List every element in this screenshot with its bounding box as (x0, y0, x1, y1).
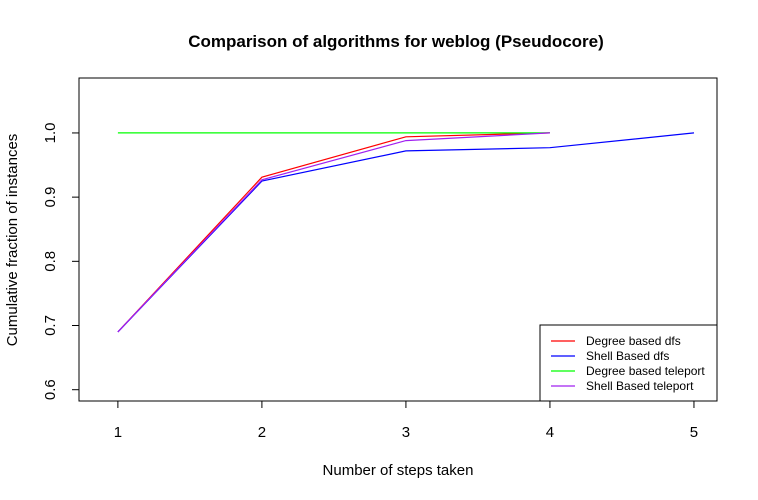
legend-label: Degree based dfs (586, 334, 681, 348)
y-tick-label: 0.8 (42, 251, 59, 272)
y-axis: 0.6 0.7 0.8 0.9 1.0 (42, 123, 79, 400)
y-tick-label: 1.0 (42, 123, 59, 144)
plot-area (78, 77, 718, 402)
x-tick-label: 5 (690, 424, 698, 441)
x-axis-label: Number of steps taken (323, 462, 474, 479)
x-tick-label: 4 (546, 424, 554, 441)
x-tick-label: 2 (258, 424, 266, 441)
legend-label: Shell Based teleport (586, 379, 694, 393)
x-axis: 1 2 3 4 5 (114, 401, 698, 441)
series-line-2 (117, 132, 695, 333)
series-lines (117, 132, 695, 333)
x-tick-label: 3 (402, 424, 410, 441)
legend-box (539, 324, 718, 402)
series-line-1 (117, 132, 550, 333)
y-axis-label: Cumulative fraction of instances (4, 134, 21, 347)
y-tick-label: 0.6 (42, 379, 59, 400)
y-tick-label: 0.9 (42, 187, 59, 208)
x-tick-label: 1 (114, 424, 122, 441)
legend-label: Degree based teleport (586, 364, 705, 378)
chart-title: Comparison of algorithms for weblog (Pse… (188, 32, 604, 51)
y-tick-label: 0.7 (42, 315, 59, 336)
series-line-4 (117, 132, 550, 333)
legend-label: Shell Based dfs (586, 349, 669, 363)
